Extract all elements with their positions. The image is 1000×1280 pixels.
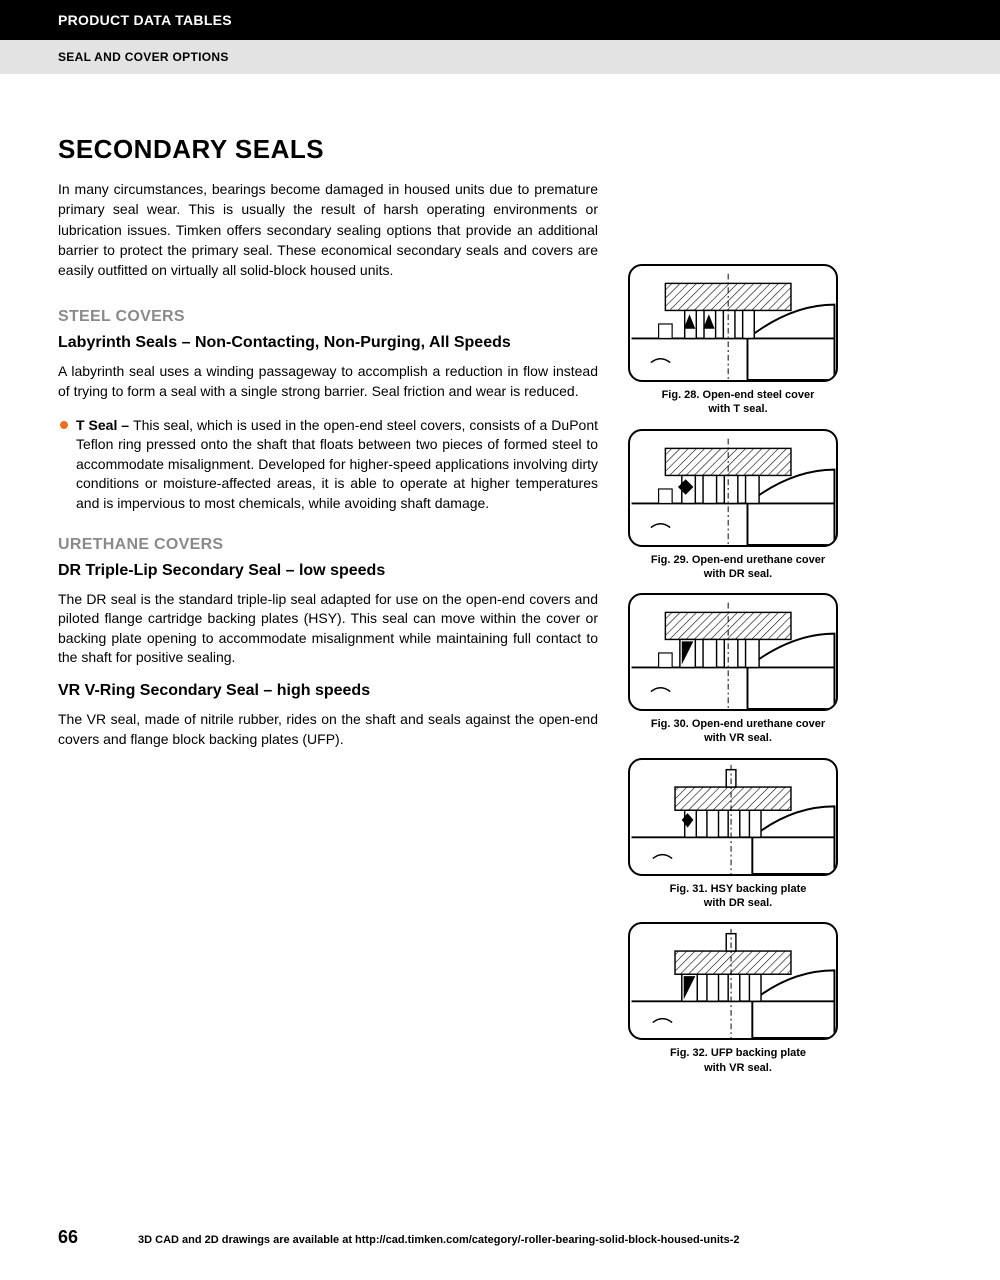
fig31-line1: Fig. 31. HSY backing plate — [670, 883, 807, 895]
fig30-line2: with VR seal. — [704, 732, 772, 744]
left-column: SECONDARY SEALS In many circumstances, b… — [58, 134, 598, 1087]
fig28-line1: Fig. 28. Open-end steel cover — [662, 389, 815, 401]
tseal-text: T Seal – This seal, which is used in the… — [76, 416, 598, 514]
page-title: SECONDARY SEALS — [58, 134, 598, 165]
fig30-line1: Fig. 30. Open-end urethane cover — [651, 718, 825, 730]
figure-29-diagram — [628, 429, 838, 547]
fig29-line2: with DR seal. — [704, 568, 772, 580]
footer-text: 3D CAD and 2D drawings are available at … — [138, 1234, 739, 1246]
steel-heading: STEEL COVERS — [58, 308, 598, 326]
header-gray: SEAL AND COVER OPTIONS — [0, 40, 1000, 74]
urethane-heading: URETHANE COVERS — [58, 536, 598, 554]
page-number: 66 — [58, 1227, 78, 1248]
tseal-body: This seal, which is used in the open-end… — [76, 417, 598, 511]
figure-28: Fig. 28. Open-end steel cover with T sea… — [628, 264, 848, 417]
vr-body: The VR seal, made of nitrile rubber, rid… — [58, 710, 598, 749]
figure-32: Fig. 32. UFP backing plate with VR seal. — [628, 922, 848, 1075]
tseal-lead: T Seal – — [76, 417, 133, 433]
fig28-line2: with T seal. — [708, 403, 767, 415]
figure-31-diagram — [628, 758, 838, 876]
figure-32-diagram — [628, 922, 838, 1040]
figure-30-caption: Fig. 30. Open-end urethane cover with VR… — [628, 717, 848, 746]
figure-30-diagram — [628, 593, 838, 711]
figure-29: Fig. 29. Open-end urethane cover with DR… — [628, 429, 848, 582]
dr-subheading: DR Triple-Lip Secondary Seal – low speed… — [58, 562, 598, 580]
figure-28-caption: Fig. 28. Open-end steel cover with T sea… — [628, 388, 848, 417]
figure-31: Fig. 31. HSY backing plate with DR seal. — [628, 758, 848, 911]
header-black: PRODUCT DATA TABLES — [0, 0, 1000, 40]
main-content: SECONDARY SEALS In many circumstances, b… — [0, 74, 1000, 1087]
figure-column: Fig. 28. Open-end steel cover with T sea… — [628, 134, 848, 1087]
intro-paragraph: In many circumstances, bearings become d… — [58, 179, 598, 280]
figure-30: Fig. 30. Open-end urethane cover with VR… — [628, 593, 848, 746]
figure-31-caption: Fig. 31. HSY backing plate with DR seal. — [628, 882, 848, 911]
figure-28-diagram — [628, 264, 838, 382]
dr-body: The DR seal is the standard triple-lip s… — [58, 590, 598, 668]
bullet-icon — [60, 421, 68, 429]
vr-subheading: VR V-Ring Secondary Seal – high speeds — [58, 682, 598, 700]
page-footer: 66 3D CAD and 2D drawings are available … — [58, 1227, 942, 1248]
steel-body: A labyrinth seal uses a winding passagew… — [58, 362, 598, 401]
fig31-line2: with DR seal. — [704, 897, 772, 909]
fig29-line1: Fig. 29. Open-end urethane cover — [651, 554, 825, 566]
fig32-line2: with VR seal. — [704, 1062, 772, 1074]
steel-subheading: Labyrinth Seals – Non-Contacting, Non-Pu… — [58, 334, 598, 352]
fig32-line1: Fig. 32. UFP backing plate — [670, 1047, 806, 1059]
figure-29-caption: Fig. 29. Open-end urethane cover with DR… — [628, 553, 848, 582]
tseal-bullet: T Seal – This seal, which is used in the… — [58, 416, 598, 514]
figure-32-caption: Fig. 32. UFP backing plate with VR seal. — [628, 1046, 848, 1075]
